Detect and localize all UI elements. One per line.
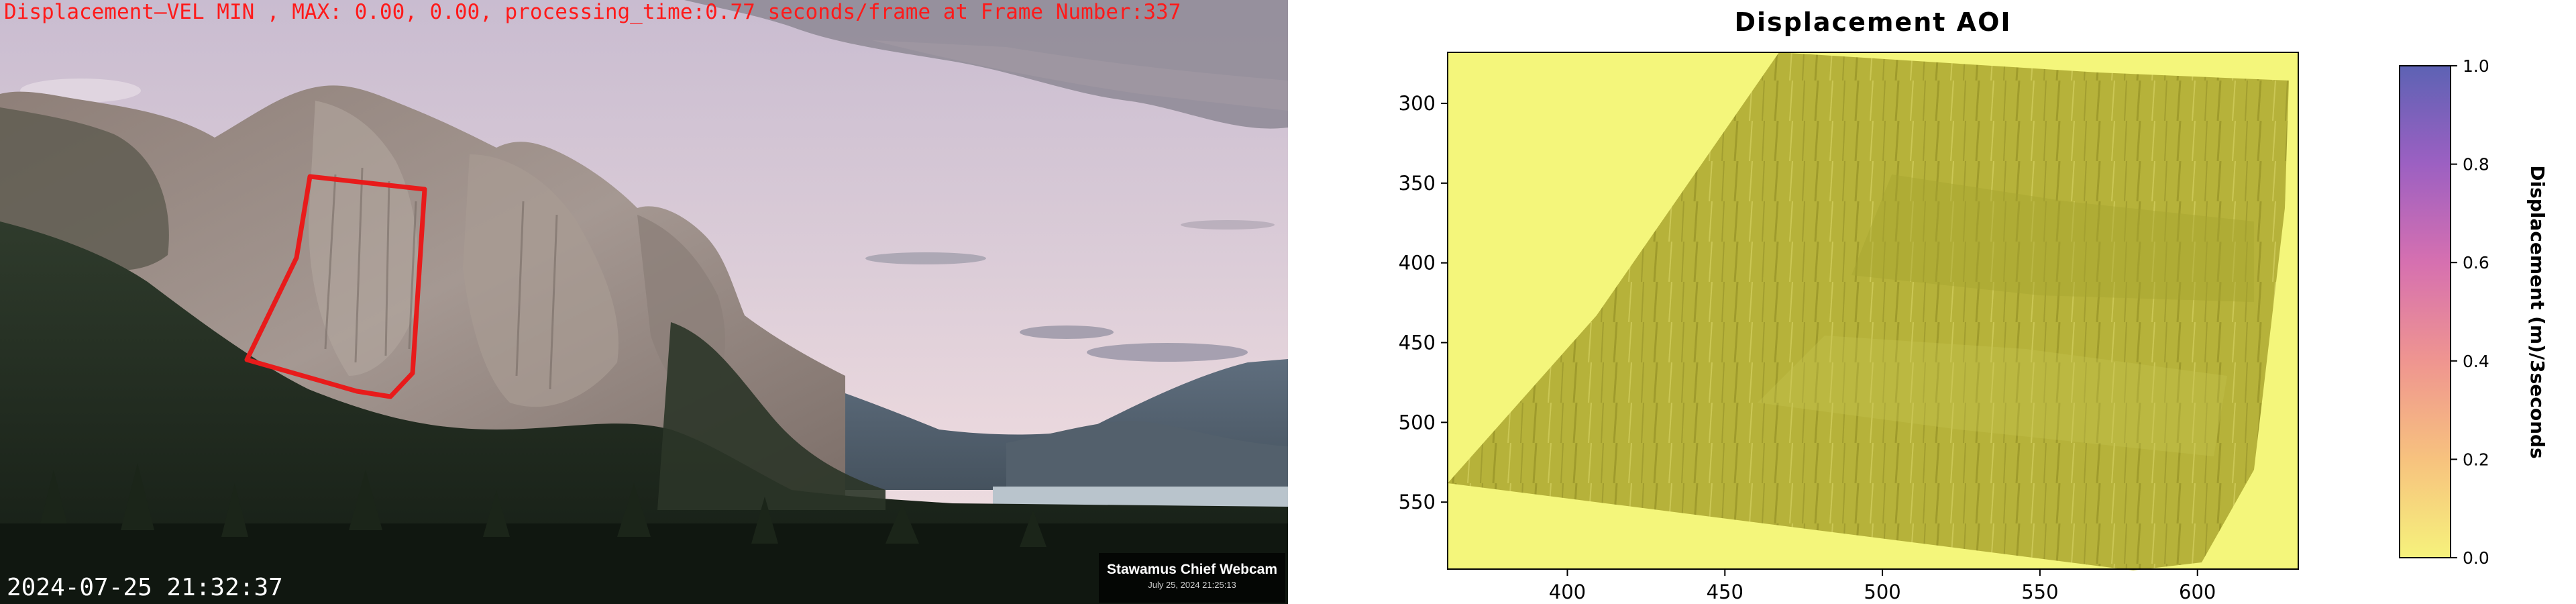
y-tick-label: 500 [1399,411,1436,434]
displacement-chart-panel: Displacement AOI 300 350 400 450 500 550 400 4… [1288,0,2576,604]
plot-area [1447,52,2299,570]
x-tick-label: 400 [1549,581,1586,603]
webcam-frame: Displacement—VEL MIN , MAX: 0.00, 0.00, … [0,0,1288,604]
x-tick-label: 600 [2179,581,2216,603]
colorbar-label: Displacement (m)/3seconds [2526,165,2548,458]
colorbar-tick-label: 0.4 [2463,352,2489,371]
y-tick-label: 300 [1399,92,1436,115]
aoi-outline [244,174,427,399]
y-tick-label: 550 [1399,491,1436,513]
colorbar-tick-label: 0.0 [2463,548,2489,568]
y-tick-label: 400 [1399,252,1436,274]
colorbar-tick-label: 0.6 [2463,253,2489,272]
watermark-date: July 25, 2024 21:25:13 [1148,580,1236,590]
y-tick-label: 350 [1399,172,1436,195]
webcam-image [0,0,1288,604]
y-axis: 300 350 400 450 500 550 [1399,92,1448,513]
colorbar: 0.0 0.2 0.4 0.6 0.8 1.0 Displacement (m)/3sec… [2399,56,2548,568]
plot-frame [1447,52,2299,570]
watermark-title: Stawamus Chief Webcam [1106,562,1278,577]
aoi-displacement-region [1448,52,2289,570]
colorbar-tick-label: 1.0 [2463,56,2489,76]
frame-timestamp: 2024-07-25 21:32:37 [7,574,283,601]
colorbar-tick-label: 0.2 [2463,450,2489,469]
webcam-watermark: Stawamus Chief Webcam July 25, 2024 21:2… [1099,553,1285,603]
processing-status-text: Displacement—VEL MIN , MAX: 0.00, 0.00, … [4,0,1181,24]
colorbar-gradient [2399,65,2451,558]
x-axis: 400 450 500 550 600 [1549,569,2216,603]
x-tick-label: 450 [1707,581,1743,603]
colorbar-tick-label: 0.8 [2463,155,2489,174]
colorbar-ticks: 0.0 0.2 0.4 0.6 0.8 1.0 [2451,56,2489,568]
x-tick-label: 550 [2021,581,2058,603]
y-tick-label: 450 [1399,332,1436,354]
x-tick-label: 500 [1864,581,1900,603]
chart-title: Displacement AOI [1734,7,2011,37]
